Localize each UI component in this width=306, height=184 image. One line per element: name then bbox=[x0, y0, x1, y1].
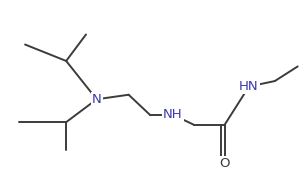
Text: N: N bbox=[92, 93, 102, 106]
Text: NH: NH bbox=[163, 108, 183, 121]
Text: O: O bbox=[219, 157, 230, 170]
Text: HN: HN bbox=[239, 80, 259, 93]
